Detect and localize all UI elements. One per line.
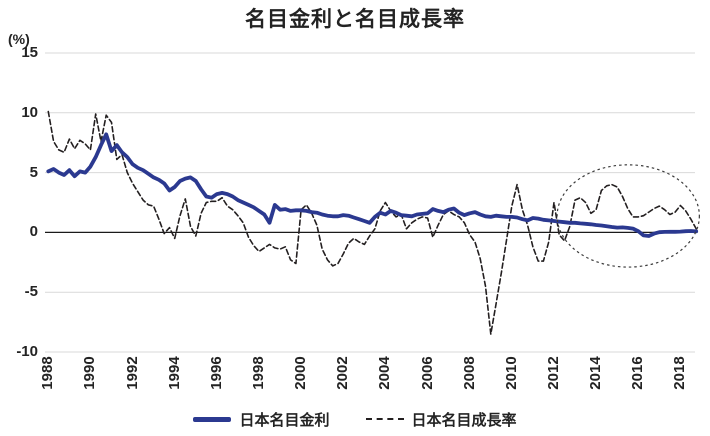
x-tick-label-2000: 2000 bbox=[292, 356, 310, 390]
y-tick-label-5: 5 bbox=[29, 163, 38, 181]
x-tick-label-2006: 2006 bbox=[418, 356, 436, 390]
dashed-line-sample bbox=[365, 418, 404, 420]
legend-label-nominal-interest: 日本名目金利 bbox=[239, 411, 330, 429]
y-axis-unit-label: (%) bbox=[8, 31, 30, 47]
x-tick-label-1998: 1998 bbox=[250, 356, 267, 390]
y-tick-label-10: 10 bbox=[21, 103, 38, 121]
x-tick-label-2008: 2008 bbox=[460, 356, 478, 390]
x-tick-label-1994: 1994 bbox=[165, 356, 183, 390]
x-tick-label-2002: 2002 bbox=[334, 356, 352, 390]
highlight-ellipse-annotation bbox=[556, 164, 700, 268]
series-line-growth bbox=[47, 110, 698, 335]
series-line-interest bbox=[46, 132, 699, 238]
x-tick-label-1988: 1988 bbox=[39, 356, 57, 390]
x-tick-label-2018: 2018 bbox=[671, 356, 689, 390]
solid-line-sample bbox=[193, 416, 232, 422]
legend-item-nominal-growth: 日本名目成長率 bbox=[365, 409, 517, 430]
x-tick-label-2016: 2016 bbox=[629, 356, 647, 390]
legend: 日本名目金利 日本名目成長率 bbox=[0, 406, 710, 432]
y-tick-label-15: 15 bbox=[21, 44, 38, 61]
x-tick-label-1992: 1992 bbox=[123, 356, 141, 390]
x-tick-label-1996: 1996 bbox=[207, 356, 225, 390]
x-tick-label-2004: 2004 bbox=[376, 356, 394, 390]
chart-title: 名目金利と名目成長率 bbox=[245, 8, 465, 31]
legend-item-nominal-interest: 日本名目金利 bbox=[193, 409, 330, 430]
x-tick-label-2010: 2010 bbox=[502, 356, 520, 390]
y-tick-label-0: 0 bbox=[29, 223, 38, 241]
x-tick-label-2014: 2014 bbox=[587, 356, 605, 390]
y-tick-label--10: -10 bbox=[16, 343, 38, 360]
x-tick-label-1990: 1990 bbox=[81, 356, 99, 390]
y-tick-label--5: -5 bbox=[24, 283, 38, 301]
x-tick-label-2012: 2012 bbox=[544, 356, 562, 390]
legend-label-nominal-growth: 日本名目成長率 bbox=[411, 411, 517, 429]
